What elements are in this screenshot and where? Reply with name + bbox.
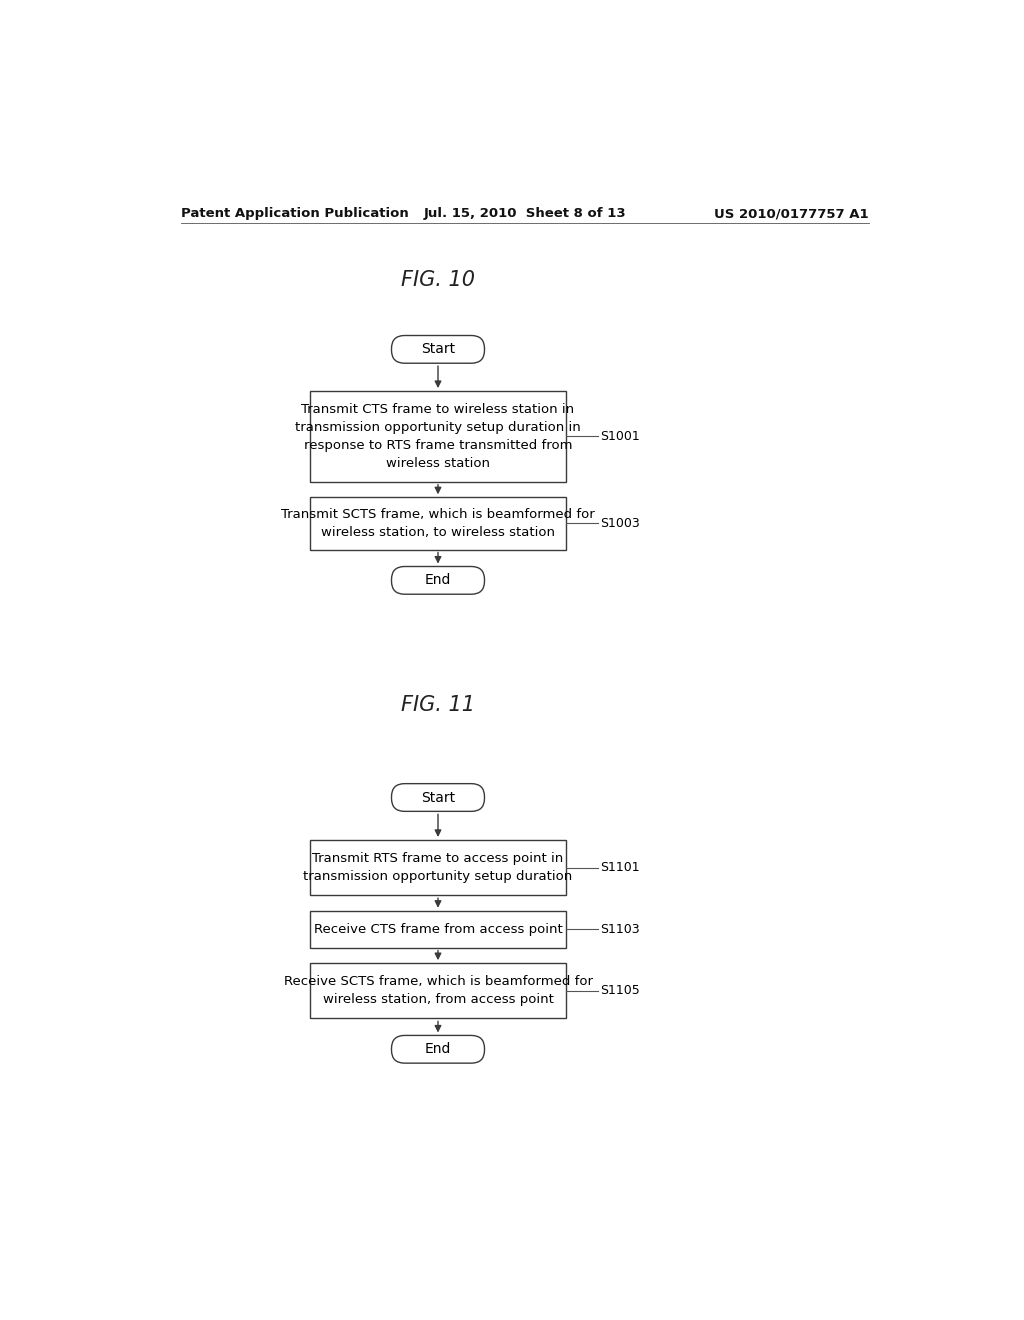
Text: Jul. 15, 2010  Sheet 8 of 13: Jul. 15, 2010 Sheet 8 of 13 bbox=[424, 207, 626, 220]
FancyBboxPatch shape bbox=[391, 566, 484, 594]
Text: Receive CTS frame from access point: Receive CTS frame from access point bbox=[313, 923, 562, 936]
Text: Receive SCTS frame, which is beamformed for
wireless station, from access point: Receive SCTS frame, which is beamformed … bbox=[284, 975, 593, 1006]
Bar bbox=[310, 498, 566, 549]
Bar bbox=[310, 964, 566, 1019]
Text: S1001: S1001 bbox=[600, 430, 640, 444]
Bar bbox=[310, 391, 566, 482]
Text: Start: Start bbox=[421, 342, 455, 356]
Text: S1105: S1105 bbox=[600, 985, 640, 998]
Bar bbox=[310, 911, 566, 948]
Text: End: End bbox=[425, 573, 452, 587]
Bar bbox=[310, 840, 566, 895]
FancyBboxPatch shape bbox=[391, 1035, 484, 1063]
FancyBboxPatch shape bbox=[391, 784, 484, 812]
Text: US 2010/0177757 A1: US 2010/0177757 A1 bbox=[715, 207, 869, 220]
Text: S1103: S1103 bbox=[600, 923, 640, 936]
Text: FIG. 10: FIG. 10 bbox=[401, 271, 475, 290]
Text: Transmit RTS frame to access point in
transmission opportunity setup duration: Transmit RTS frame to access point in tr… bbox=[303, 853, 572, 883]
Text: Transmit SCTS frame, which is beamformed for
wireless station, to wireless stati: Transmit SCTS frame, which is beamformed… bbox=[282, 508, 595, 539]
Text: Start: Start bbox=[421, 791, 455, 804]
Text: Patent Application Publication: Patent Application Publication bbox=[180, 207, 409, 220]
Text: End: End bbox=[425, 1043, 452, 1056]
Text: FIG. 11: FIG. 11 bbox=[401, 696, 475, 715]
Text: S1101: S1101 bbox=[600, 861, 640, 874]
FancyBboxPatch shape bbox=[391, 335, 484, 363]
Text: Transmit CTS frame to wireless station in
transmission opportunity setup duratio: Transmit CTS frame to wireless station i… bbox=[295, 403, 581, 470]
Text: S1003: S1003 bbox=[600, 517, 640, 529]
